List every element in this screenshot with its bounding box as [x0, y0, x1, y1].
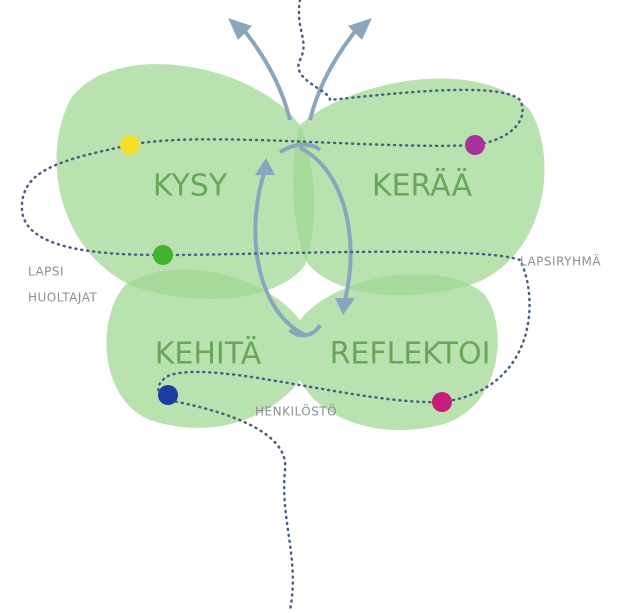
group-label: LAPSI	[28, 265, 64, 279]
group-label: HENKILÖSTÖ	[255, 403, 337, 419]
phase-label: KEHITÄ	[155, 336, 262, 372]
group-label: HUOLTAJAT	[28, 291, 97, 305]
phase-label: KERÄÄ	[372, 168, 473, 204]
phase-label: REFLEKTOI	[330, 337, 491, 372]
dot-blue	[158, 385, 178, 405]
diagram: KYSY KERÄÄ KEHITÄ REFLEKTOI LAPSI HUOLTA…	[0, 0, 627, 613]
dot-yellow	[120, 135, 140, 155]
dot-magenta	[432, 392, 452, 412]
butterfly-lobes	[57, 64, 545, 430]
group-label: LAPSIRYHMÄ	[520, 254, 601, 269]
phase-label: KYSY	[153, 169, 228, 204]
dot-green	[153, 245, 173, 265]
dot-purple	[465, 135, 485, 155]
